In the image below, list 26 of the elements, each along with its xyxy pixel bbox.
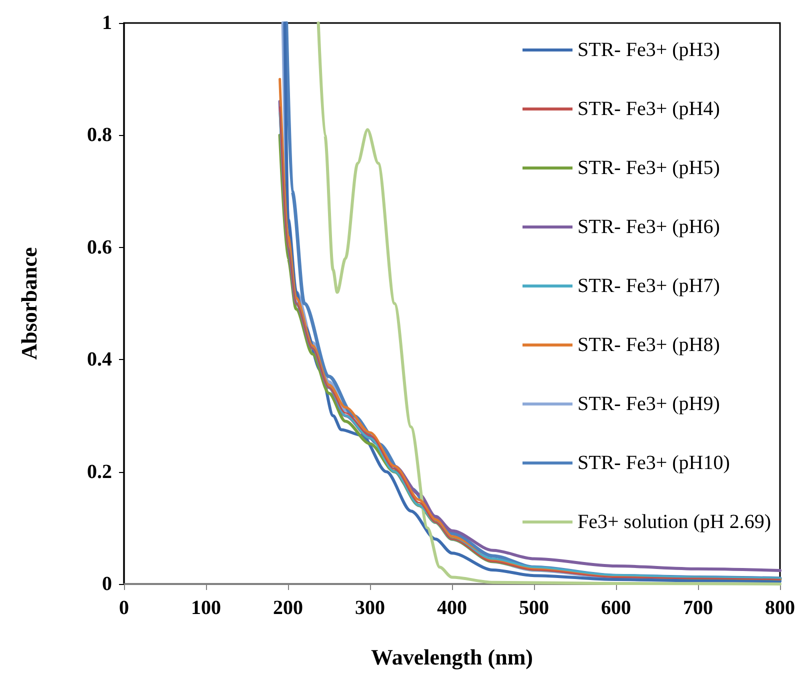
x-tick-label: 800	[765, 597, 795, 619]
x-tick-label: 0	[119, 597, 129, 619]
x-tick-label: 100	[191, 597, 221, 619]
x-tick-label: 700	[683, 597, 713, 619]
y-tick-label: 0	[102, 573, 112, 595]
y-tick-label: 0.4	[87, 348, 112, 371]
legend-label: STR- Fe3+ (pH7)	[578, 275, 720, 297]
legend-label: Fe3+ solution (pH 2.69)	[578, 511, 772, 533]
x-tick-label: 400	[437, 597, 467, 619]
x-tick-label: 300	[355, 597, 385, 619]
x-tick-label: 600	[601, 597, 631, 619]
y-axis-title: Absorbance	[16, 247, 42, 360]
x-axis-title: Wavelength (nm)	[371, 644, 533, 670]
x-tick-label: 200	[273, 597, 303, 619]
y-tick-label: 0.6	[87, 236, 112, 258]
legend-label: STR- Fe3+ (pH6)	[578, 216, 720, 238]
legend-label: STR- Fe3+ (pH4)	[578, 98, 720, 120]
legend-label: STR- Fe3+ (pH8)	[578, 334, 720, 356]
y-tick-label: 0.8	[87, 124, 112, 146]
legend-label: STR- Fe3+ (pH3)	[578, 39, 720, 61]
y-tick-label: 0.2	[87, 460, 112, 483]
x-tick-label: 500	[519, 597, 549, 619]
legend-label: STR- Fe3+ (pH9)	[578, 393, 720, 415]
legend-label: STR- Fe3+ (pH5)	[578, 157, 720, 179]
y-tick-label: 1	[102, 12, 112, 34]
legend-label: STR- Fe3+ (pH10)	[578, 452, 730, 474]
